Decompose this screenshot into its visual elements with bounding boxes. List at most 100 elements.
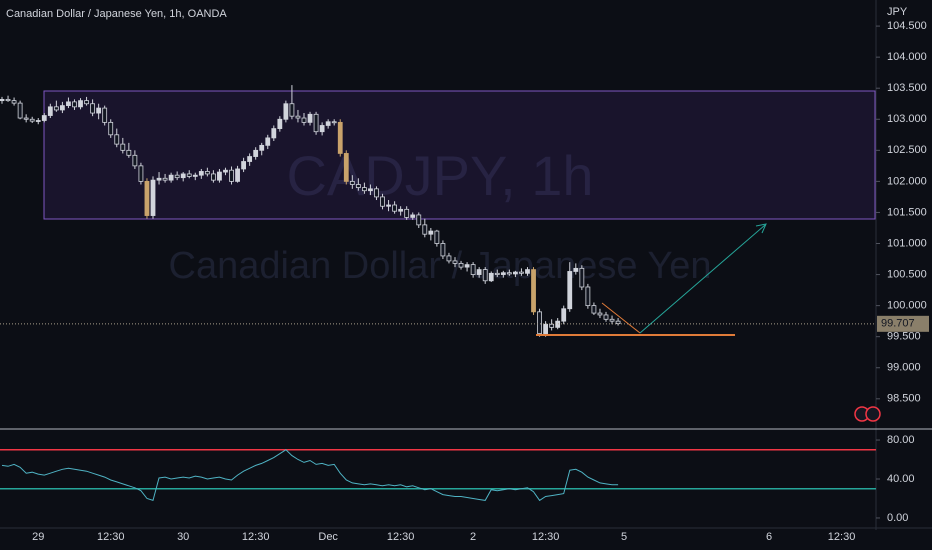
candle-body (223, 169, 228, 173)
candle-body (349, 180, 355, 185)
candle-body (229, 169, 234, 182)
candle-body (615, 320, 621, 325)
candle-body (422, 224, 428, 235)
candle-body (398, 208, 404, 212)
candle-body (53, 106, 59, 111)
arrow-line (639, 224, 766, 334)
candle-body (434, 230, 440, 244)
candle-body (35, 120, 41, 122)
flag-icons (854, 406, 881, 422)
candle-body (259, 144, 265, 151)
x-tick-label: 2 (470, 531, 476, 543)
watermark: CADJPY, 1h (286, 144, 593, 207)
candle-body (84, 100, 89, 105)
candle-body (513, 271, 518, 275)
candle-body (567, 271, 573, 310)
candle-body (29, 118, 35, 122)
candle-body (585, 286, 591, 307)
candle-body (186, 173, 192, 177)
y-tick-label: 98.500 (887, 393, 921, 405)
x-tick-label: 29 (32, 531, 44, 543)
candle-body (162, 177, 168, 181)
candle-body (204, 171, 210, 175)
x-tick-label: 12:30 (387, 531, 415, 543)
candle-body (337, 121, 343, 154)
candle-body (180, 173, 186, 179)
candle-body (410, 214, 416, 218)
candle-body (458, 262, 464, 268)
candle-body (368, 188, 373, 192)
candle-body (573, 267, 579, 272)
candle-body (192, 174, 198, 177)
candle-body (144, 180, 150, 216)
candle-body (380, 196, 385, 207)
candle-body (126, 149, 132, 156)
candle-body (72, 101, 77, 108)
candle-body (452, 260, 458, 264)
rsi-line (1, 449, 619, 502)
candle-body (313, 113, 319, 133)
candle-body (168, 174, 174, 181)
candle-body (331, 121, 337, 124)
arrow-head (755, 223, 767, 234)
candle-body (241, 161, 247, 170)
candle-body (271, 128, 277, 139)
candle-body (301, 117, 307, 123)
candle-body (90, 103, 95, 114)
candle-body (543, 323, 548, 334)
candle-body (561, 308, 567, 322)
candle-body (132, 154, 138, 167)
candle-body (404, 208, 410, 218)
y-tick-label: 104.000 (887, 51, 927, 63)
candle-body (96, 107, 102, 114)
y-tick-label: 104.500 (887, 20, 927, 32)
flag-icon (865, 406, 881, 422)
candle-body (494, 272, 500, 275)
range-box (43, 90, 876, 220)
candle-body (325, 121, 331, 126)
candle-body (5, 98, 11, 102)
candle-body (108, 121, 114, 136)
candle-body (519, 271, 524, 274)
candle-body (470, 264, 476, 275)
y-tick-label: 99.500 (887, 331, 921, 343)
y-tick-label: 102.500 (887, 144, 927, 156)
candle-body (289, 103, 295, 117)
candle-body (374, 188, 379, 198)
candle-body (253, 149, 259, 157)
candle-body (41, 115, 47, 121)
candle-body (138, 165, 144, 182)
trend-line (601, 302, 641, 334)
candle-body (476, 269, 482, 275)
y-tick-label: 40.00 (887, 473, 915, 485)
candle-body (537, 311, 542, 334)
candle-body (591, 305, 597, 314)
candle-body (307, 113, 313, 123)
candle-body (506, 272, 512, 275)
candle-body (277, 118, 283, 129)
candle-body (361, 187, 367, 192)
candle-body (603, 314, 609, 320)
y-tick-label: 100.000 (887, 300, 927, 312)
candle-body (78, 100, 83, 108)
x-tick-label: 12:30 (532, 531, 560, 543)
y-tick-label: 80.00 (887, 434, 915, 446)
candle-body (386, 204, 391, 207)
candle-body (120, 143, 126, 151)
candle-body (156, 177, 162, 181)
candle-body (210, 173, 216, 181)
y-tick-label: 100.500 (887, 268, 927, 280)
candle-body (174, 174, 180, 179)
y-tick-label: 101.500 (887, 206, 927, 218)
y-axis-label: JPY (887, 6, 908, 18)
y-tick-label: 0.00 (887, 512, 908, 524)
candle-body (235, 168, 240, 182)
candle-body (343, 153, 349, 182)
candle-body (283, 103, 289, 120)
y-tick-label: 103.500 (887, 82, 927, 94)
candle-body (198, 171, 204, 176)
candle-body (217, 171, 222, 181)
y-tick-label: 103.000 (887, 113, 927, 125)
chart-title: Canadian Dollar / Japanese Yen, 1h, OAND… (6, 8, 227, 20)
